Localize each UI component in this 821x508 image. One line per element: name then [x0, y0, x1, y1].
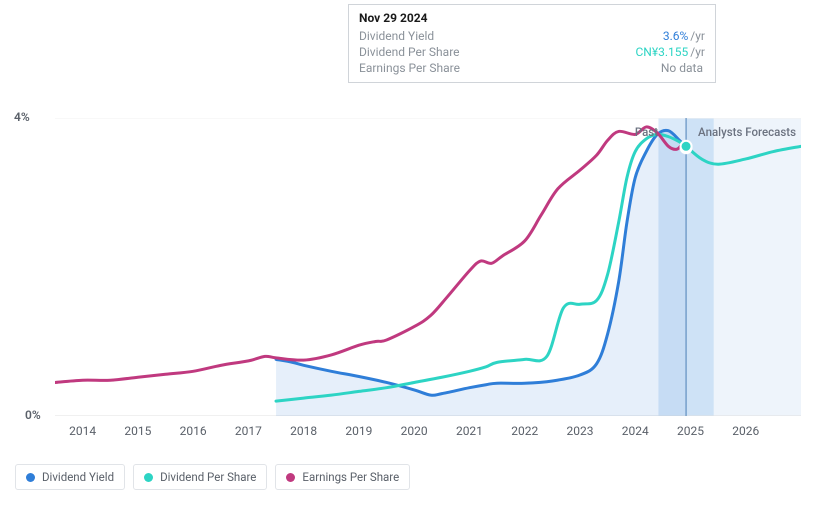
tooltip-label: Dividend Per Share	[359, 45, 460, 59]
x-tick: 2016	[180, 424, 207, 438]
tooltip: Nov 29 2024 Dividend Yield 3.6%/yr Divid…	[348, 4, 716, 83]
legend-dot	[26, 473, 35, 482]
legend-item-dividend-per-share[interactable]: Dividend Per Share	[133, 464, 267, 490]
legend-label: Dividend Yield	[42, 470, 114, 484]
x-tick: 2025	[677, 424, 704, 438]
tooltip-unit: /yr	[690, 29, 705, 43]
x-tick: 2021	[456, 424, 483, 438]
chart-container: Nov 29 2024 Dividend Yield 3.6%/yr Divid…	[0, 0, 821, 508]
tooltip-title: Nov 29 2024	[359, 11, 705, 25]
chart-svg: Past Analysts Forecasts	[55, 118, 801, 416]
tooltip-value: No data	[661, 61, 703, 75]
tooltip-row: Earnings Per Share No data	[359, 60, 705, 76]
tooltip-label: Earnings Per Share	[359, 61, 460, 75]
tooltip-label: Dividend Yield	[359, 29, 434, 43]
legend-item-dividend-yield[interactable]: Dividend Yield	[15, 464, 125, 490]
x-tick: 2014	[69, 424, 96, 438]
y-tick-min: 0%	[25, 408, 41, 422]
chart-plot-area[interactable]: Past Analysts Forecasts	[55, 118, 801, 416]
x-tick: 2023	[566, 424, 593, 438]
tooltip-unit: /yr	[690, 45, 705, 59]
legend-dot	[144, 473, 153, 482]
legend-label: Earnings Per Share	[302, 470, 399, 484]
legend-item-earnings-per-share[interactable]: Earnings Per Share	[275, 464, 410, 490]
x-tick: 2022	[511, 424, 538, 438]
y-tick-max: 4%	[14, 110, 30, 124]
x-tick: 2020	[401, 424, 428, 438]
x-tick: 2015	[124, 424, 151, 438]
tooltip-value: CN¥3.155	[635, 45, 688, 59]
svg-text:Past: Past	[635, 125, 658, 139]
tooltip-row: Dividend Yield 3.6%/yr	[359, 28, 705, 44]
legend: Dividend Yield Dividend Per Share Earnin…	[15, 464, 410, 490]
legend-dot	[286, 473, 295, 482]
tooltip-row: Dividend Per Share CN¥3.155/yr	[359, 44, 705, 60]
x-axis: 2014 2015 2016 2017 2018 2019 2020 2021 2022 2023…	[55, 424, 801, 444]
legend-label: Dividend Per Share	[160, 470, 256, 484]
x-tick: 2017	[235, 424, 262, 438]
x-tick: 2019	[345, 424, 372, 438]
x-tick: 2026	[732, 424, 759, 438]
svg-text:Analysts Forecasts: Analysts Forecasts	[698, 125, 796, 139]
x-tick: 2024	[622, 424, 649, 438]
x-tick: 2018	[290, 424, 317, 438]
tooltip-value: 3.6%	[663, 29, 688, 43]
